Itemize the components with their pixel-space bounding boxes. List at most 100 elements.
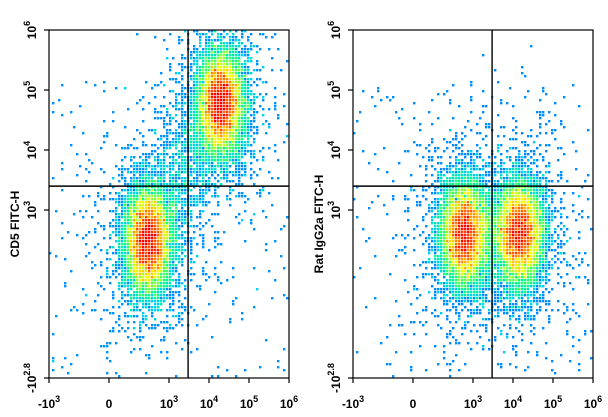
event-cell bbox=[581, 258, 584, 261]
event-cell bbox=[530, 45, 533, 48]
event-cell bbox=[461, 183, 464, 186]
event-cell bbox=[443, 294, 446, 297]
event-cell bbox=[184, 123, 187, 126]
event-cell bbox=[154, 285, 157, 288]
event-cell bbox=[181, 69, 184, 72]
event-cell bbox=[476, 156, 479, 159]
event-cell bbox=[133, 207, 136, 210]
event-cell bbox=[112, 111, 115, 114]
event-cell bbox=[247, 96, 250, 99]
event-cell bbox=[440, 246, 443, 249]
event-cell bbox=[193, 153, 196, 156]
event-cell bbox=[539, 213, 542, 216]
event-cell bbox=[524, 282, 527, 285]
event-cell bbox=[503, 240, 506, 243]
event-cell bbox=[506, 219, 509, 222]
event-cell bbox=[214, 147, 217, 150]
event-cell bbox=[482, 255, 485, 258]
event-cell bbox=[449, 249, 452, 252]
event-cell bbox=[467, 279, 470, 282]
event-cell bbox=[163, 246, 166, 249]
event-cell bbox=[452, 282, 455, 285]
event-cell bbox=[476, 150, 479, 153]
event-cell bbox=[488, 201, 491, 204]
event-cell bbox=[151, 252, 154, 255]
event-cell bbox=[500, 162, 503, 165]
event-cell bbox=[485, 195, 488, 198]
event-cell bbox=[419, 264, 422, 267]
event-cell bbox=[458, 174, 461, 177]
x-tick-label: -103 bbox=[38, 394, 60, 411]
event-cell bbox=[470, 273, 473, 276]
event-cell bbox=[488, 204, 491, 207]
event-cell bbox=[172, 297, 175, 300]
event-cell bbox=[193, 96, 196, 99]
event-cell bbox=[172, 78, 175, 81]
event-cell bbox=[425, 306, 428, 309]
event-cell bbox=[205, 129, 208, 132]
event-cell bbox=[449, 207, 452, 210]
event-cell bbox=[199, 90, 202, 93]
event-cell bbox=[515, 126, 518, 129]
event-cell bbox=[202, 267, 205, 270]
event-cell bbox=[139, 192, 142, 195]
event-cell bbox=[169, 63, 172, 66]
event-cell bbox=[521, 261, 524, 264]
event-cell bbox=[512, 189, 515, 192]
event-cell bbox=[476, 201, 479, 204]
event-cell bbox=[220, 69, 223, 72]
event-cell bbox=[422, 261, 425, 264]
event-cell bbox=[446, 222, 449, 225]
event-cell bbox=[560, 216, 563, 219]
event-cell bbox=[193, 273, 196, 276]
event-cell bbox=[181, 189, 184, 192]
event-cell bbox=[539, 216, 542, 219]
event-cell bbox=[530, 210, 533, 213]
event-cell bbox=[506, 291, 509, 294]
event-cell bbox=[133, 171, 136, 174]
event-cell bbox=[148, 165, 151, 168]
event-cell bbox=[238, 126, 241, 129]
event-cell bbox=[521, 132, 524, 135]
event-cell bbox=[416, 276, 419, 279]
event-cell bbox=[407, 207, 410, 210]
event-cell bbox=[467, 240, 470, 243]
event-cell bbox=[446, 300, 449, 303]
event-cell bbox=[482, 90, 485, 93]
event-cell bbox=[181, 318, 184, 321]
event-cell bbox=[217, 231, 220, 234]
event-cell bbox=[464, 186, 467, 189]
event-cell bbox=[157, 159, 160, 162]
event-cell bbox=[118, 324, 121, 327]
event-cell bbox=[205, 69, 208, 72]
event-cell bbox=[458, 141, 461, 144]
event-cell bbox=[211, 156, 214, 159]
event-cell bbox=[452, 138, 455, 141]
event-cell bbox=[479, 249, 482, 252]
event-cell bbox=[151, 267, 154, 270]
event-cell bbox=[425, 273, 428, 276]
event-cell bbox=[97, 294, 100, 297]
event-cell bbox=[133, 264, 136, 267]
event-cell bbox=[509, 183, 512, 186]
event-cell bbox=[473, 177, 476, 180]
event-cell bbox=[175, 171, 178, 174]
event-cell bbox=[551, 264, 554, 267]
event-cell bbox=[196, 93, 199, 96]
event-cell bbox=[545, 192, 548, 195]
event-cell bbox=[581, 261, 584, 264]
event-cell bbox=[214, 78, 217, 81]
event-cell bbox=[229, 93, 232, 96]
event-cell bbox=[509, 222, 512, 225]
event-cell bbox=[190, 135, 193, 138]
event-cell bbox=[479, 270, 482, 273]
event-cell bbox=[163, 123, 166, 126]
event-cell bbox=[196, 63, 199, 66]
event-cell bbox=[449, 261, 452, 264]
event-cell bbox=[139, 177, 142, 180]
event-cell bbox=[509, 270, 512, 273]
event-cell bbox=[452, 186, 455, 189]
event-cell bbox=[202, 189, 205, 192]
event-cell bbox=[184, 237, 187, 240]
event-cell bbox=[226, 180, 229, 183]
